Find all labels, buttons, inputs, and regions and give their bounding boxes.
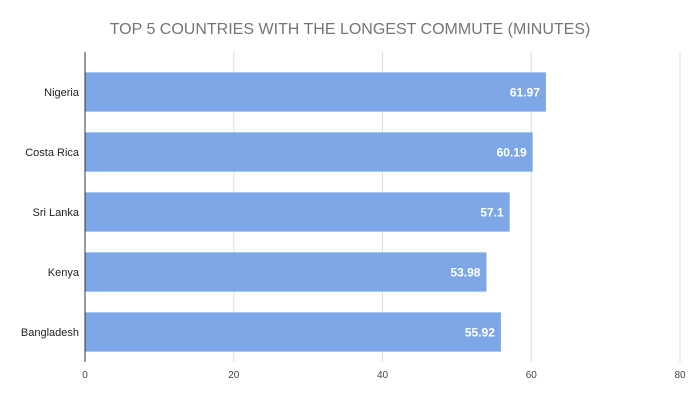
bar-costa-rica [85,132,533,172]
data-label: 61.97 [510,86,540,100]
x-tick-label: 80 [674,370,686,381]
bars [85,72,546,352]
bar-bangladesh [85,312,501,352]
category-label: Bangladesh [21,327,79,339]
bar-sri-lanka [85,192,510,232]
data-label: 53.98 [450,266,480,280]
category-label: Sri Lanka [33,207,80,219]
labels: 0 20 40 60 80 Nigeria 61.97 Costa Rica 60.19 Sri … [21,86,686,382]
chart-title: TOP 5 COUNTRIES WITH THE LONGEST COMMUTE… [110,21,591,38]
category-label: Nigeria [44,87,80,99]
x-tick-label: 20 [228,370,240,381]
bar-nigeria [85,72,546,112]
x-tick-label: 60 [526,370,538,381]
data-label: 55.92 [465,326,495,340]
x-tick-label: 40 [377,370,389,381]
x-tick-label: 0 [82,370,88,381]
data-label: 57.1 [480,206,504,220]
category-label: Kenya [48,267,80,279]
bar-kenya [85,252,487,292]
category-label: Costa Rica [25,147,80,159]
data-label: 60.19 [497,146,527,160]
